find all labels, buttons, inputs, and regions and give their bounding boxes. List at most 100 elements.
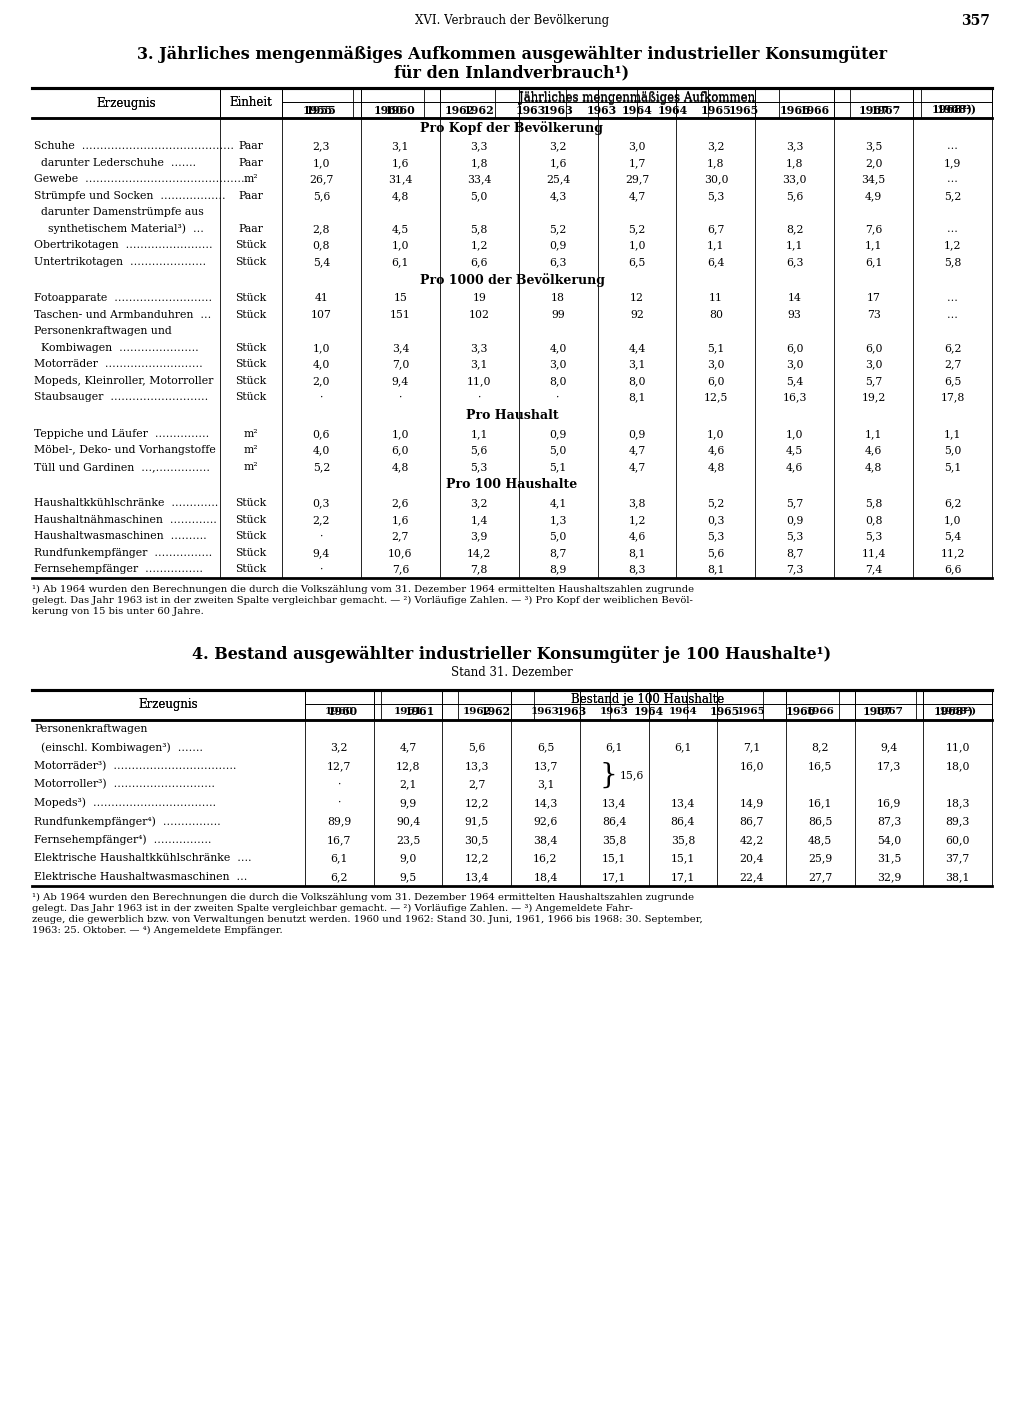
- Text: 1,1: 1,1: [786, 240, 804, 250]
- Text: 1967: 1967: [870, 104, 901, 116]
- Text: 1960: 1960: [385, 104, 416, 116]
- Text: 18,0: 18,0: [945, 761, 970, 771]
- Text: Stück: Stück: [236, 240, 266, 250]
- Text: 6,1: 6,1: [331, 853, 348, 863]
- Text: 6,7: 6,7: [708, 224, 725, 234]
- Text: 3,3: 3,3: [470, 342, 488, 352]
- Text: 4,4: 4,4: [629, 342, 645, 352]
- Text: 18,4: 18,4: [534, 872, 558, 882]
- Text: ·: ·: [556, 392, 560, 402]
- Text: 8,7: 8,7: [786, 548, 804, 558]
- Text: 12,8: 12,8: [396, 761, 420, 771]
- Text: 12,7: 12,7: [327, 761, 351, 771]
- Text: Fernsehempfänger⁴)  …………….: Fernsehempfänger⁴) …………….: [34, 835, 211, 845]
- Text: Elektrische Haushaltwasmaschinen  …: Elektrische Haushaltwasmaschinen …: [34, 872, 248, 882]
- Text: 5,3: 5,3: [708, 531, 725, 541]
- Text: 2,0: 2,0: [865, 158, 883, 168]
- Text: 14,3: 14,3: [534, 798, 558, 808]
- Text: 4,7: 4,7: [629, 191, 645, 201]
- Text: 5,1: 5,1: [944, 462, 962, 472]
- Text: 13,3: 13,3: [465, 761, 489, 771]
- Text: 5,0: 5,0: [944, 445, 962, 455]
- Text: 1963: 1963: [543, 104, 573, 116]
- Text: 1965: 1965: [710, 706, 740, 716]
- Text: 1,9: 1,9: [944, 158, 962, 168]
- Text: Pro 100 Haushalte: Pro 100 Haushalte: [446, 478, 578, 491]
- Text: 3,3: 3,3: [786, 141, 804, 151]
- Text: 6,2: 6,2: [944, 498, 962, 508]
- Text: 5,1: 5,1: [708, 342, 725, 352]
- Text: 3,0: 3,0: [708, 360, 725, 370]
- Text: Einheit: Einheit: [229, 97, 272, 110]
- Text: Personenkraftwagen: Personenkraftwagen: [34, 723, 147, 733]
- Text: 3,9: 3,9: [471, 531, 487, 541]
- Text: 4,9: 4,9: [865, 191, 883, 201]
- Text: 4,5: 4,5: [786, 445, 804, 455]
- Text: 92: 92: [630, 310, 644, 320]
- Text: 1960: 1960: [374, 104, 403, 116]
- Text: 17: 17: [866, 294, 881, 304]
- Text: Bestand je 100 Haushalte: Bestand je 100 Haushalte: [571, 692, 725, 705]
- Text: 6,5: 6,5: [944, 375, 962, 385]
- Text: 13,4: 13,4: [465, 872, 488, 882]
- Text: Obertrikotagen  ……………………: Obertrikotagen ……………………: [34, 240, 213, 250]
- Text: 4,6: 4,6: [786, 462, 804, 472]
- Text: Stück: Stück: [236, 515, 266, 525]
- Text: 1,8: 1,8: [786, 158, 804, 168]
- Text: 1,7: 1,7: [629, 158, 646, 168]
- Text: Jährliches mengenmäßiges Aufkommen: Jährliches mengenmäßiges Aufkommen: [519, 91, 755, 106]
- Text: Erzeugnis: Erzeugnis: [138, 698, 198, 711]
- Text: ·: ·: [319, 564, 324, 574]
- Text: 2,2: 2,2: [312, 515, 330, 525]
- Text: XVI. Verbrauch der Bevölkerung: XVI. Verbrauch der Bevölkerung: [415, 14, 609, 27]
- Text: 1,6: 1,6: [391, 158, 409, 168]
- Text: 1,0: 1,0: [629, 240, 646, 250]
- Text: 13,4: 13,4: [671, 798, 695, 808]
- Text: darunter Damenstrümpfe aus: darunter Damenstrümpfe aus: [34, 207, 204, 217]
- Text: 15,6: 15,6: [621, 771, 644, 781]
- Text: Paar: Paar: [239, 141, 263, 151]
- Text: Pro Kopf der Bevölkerung: Pro Kopf der Bevölkerung: [421, 121, 603, 136]
- Text: 1963: 1963: [515, 104, 546, 116]
- Text: 6,2: 6,2: [331, 872, 348, 882]
- Text: 23,5: 23,5: [396, 835, 420, 845]
- Text: Haushaltnähmaschinen  ………….: Haushaltnähmaschinen ………….: [34, 515, 217, 525]
- Text: 5,4: 5,4: [786, 375, 804, 385]
- Text: 1,0: 1,0: [391, 428, 409, 438]
- Text: 8,7: 8,7: [550, 548, 567, 558]
- Text: ·: ·: [338, 798, 341, 808]
- Text: darunter Lederschuhe  …….: darunter Lederschuhe …….: [34, 158, 196, 168]
- Text: 4,7: 4,7: [629, 462, 645, 472]
- Text: 2,0: 2,0: [312, 375, 330, 385]
- Text: 87,3: 87,3: [877, 816, 901, 826]
- Text: 30,5: 30,5: [465, 835, 488, 845]
- Text: 34,5: 34,5: [861, 174, 886, 184]
- Text: 1968²): 1968²): [932, 104, 973, 116]
- Text: 5,1: 5,1: [550, 462, 567, 472]
- Text: 54,0: 54,0: [877, 835, 901, 845]
- Text: 1963: 1963: [531, 706, 560, 716]
- Text: synthetischem Material³)  …: synthetischem Material³) …: [34, 224, 204, 234]
- Text: 17,8: 17,8: [940, 392, 965, 402]
- Text: 3,1: 3,1: [391, 141, 409, 151]
- Text: 1964: 1964: [634, 706, 664, 716]
- Text: 6,1: 6,1: [674, 742, 691, 752]
- Text: 1962: 1962: [481, 706, 511, 716]
- Text: Elektrische Haushaltkkühlschränke  ….: Elektrische Haushaltkkühlschränke ….: [34, 853, 252, 863]
- Text: 1,2: 1,2: [629, 515, 646, 525]
- Text: 41: 41: [314, 294, 329, 304]
- Text: 6,1: 6,1: [605, 742, 623, 752]
- Text: 3,3: 3,3: [470, 141, 488, 151]
- Text: 92,6: 92,6: [534, 816, 558, 826]
- Text: 1,0: 1,0: [708, 428, 725, 438]
- Text: 1,1: 1,1: [470, 428, 488, 438]
- Text: 1,2: 1,2: [944, 240, 962, 250]
- Text: 91,5: 91,5: [465, 816, 488, 826]
- Text: Paar: Paar: [239, 224, 263, 234]
- Text: 1967: 1967: [874, 706, 903, 716]
- Text: 1,8: 1,8: [708, 158, 725, 168]
- Text: 17,1: 17,1: [602, 872, 627, 882]
- Text: 4,8: 4,8: [391, 462, 409, 472]
- Text: 4,1: 4,1: [550, 498, 567, 508]
- Text: 2,7: 2,7: [391, 531, 409, 541]
